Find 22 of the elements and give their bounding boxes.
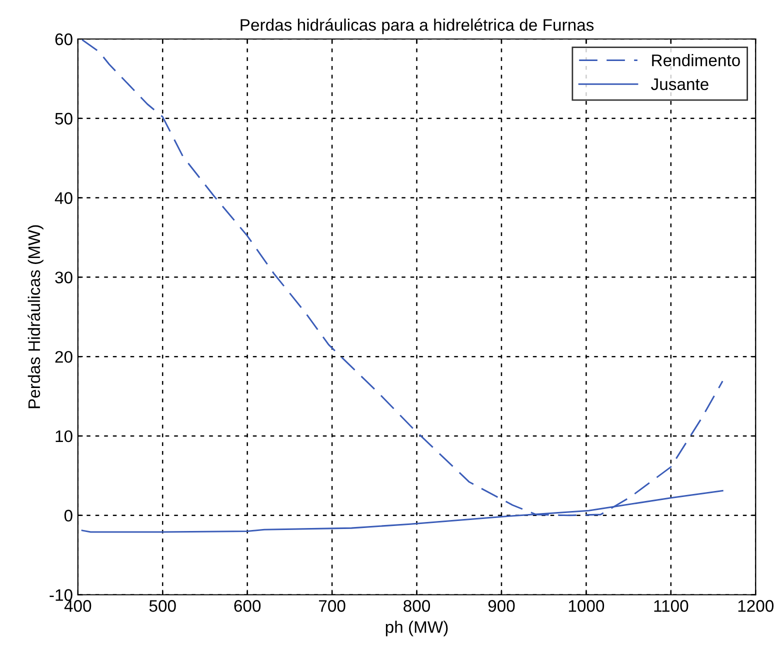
x-tick-label: 400	[64, 600, 92, 612]
legend-label: Jusante	[651, 78, 708, 90]
y-tick-label: 60	[55, 33, 72, 46]
x-tick-label: 700	[319, 600, 346, 612]
y-tick-label: 40	[54, 192, 72, 204]
x-tick-label: 1100	[654, 600, 688, 612]
x-tick-label: 900	[488, 600, 515, 612]
x-axis-title: ph (MW)	[386, 620, 448, 636]
x-tick-label: 500	[149, 600, 176, 612]
legend-label: Rendimento	[652, 54, 740, 66]
x-tick-label: 1200	[738, 600, 774, 612]
y-axis-title: Perdas Hidráulicas (MW)	[28, 225, 44, 408]
x-tick-label: 600	[234, 600, 261, 612]
chart-title: Perdas hidráulicas para a hidrelétrica de Furnas	[240, 18, 594, 34]
y-tick-label: -10	[50, 589, 72, 601]
y-tick-label: 20	[55, 350, 72, 363]
x-tick-label: 1000	[568, 600, 604, 612]
y-tick-label: 0	[64, 510, 72, 522]
y-tick-label: 30	[55, 272, 72, 284]
y-tick-label: 50	[55, 112, 72, 125]
x-tick-label: 800	[404, 600, 430, 612]
y-tick-label: 10	[56, 430, 72, 442]
